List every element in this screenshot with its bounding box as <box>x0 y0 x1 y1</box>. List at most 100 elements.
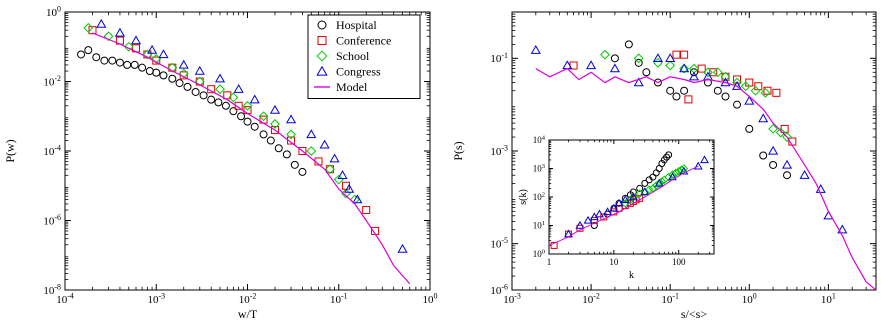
congress-point <box>614 198 624 207</box>
congress-point <box>768 145 779 155</box>
hospital-point <box>745 124 754 133</box>
conference-point <box>270 126 279 135</box>
x-tick-label: 10-4 <box>56 292 74 306</box>
congress-point <box>194 65 205 75</box>
hospital-point <box>175 79 184 88</box>
hospital-point <box>250 122 259 131</box>
school-point <box>750 85 761 96</box>
hospital-point <box>680 86 689 95</box>
hospital-point <box>183 82 192 91</box>
hospital-point <box>610 54 619 63</box>
x-axis-label: w/T <box>238 307 258 321</box>
congress-point <box>306 129 317 139</box>
y-tick-label: 10-5 <box>490 236 508 250</box>
left-panel: 10-4 10-3 10-2 10-1 100 10-8 10-6 10-4 10-2 100 w/… <box>3 4 438 321</box>
conference-point <box>550 241 558 249</box>
hospital-point <box>138 63 147 72</box>
conference-point <box>709 68 718 77</box>
school-point <box>178 68 189 79</box>
congress-point <box>781 159 793 169</box>
hospital-point <box>130 60 139 69</box>
conference-point <box>88 26 97 35</box>
hospital-point <box>666 86 675 95</box>
hospital-point <box>108 56 117 65</box>
legend-label-hospital: Hospital <box>336 18 377 32</box>
congress-point <box>654 178 664 187</box>
congress-point <box>114 27 125 37</box>
school-point <box>679 63 690 74</box>
y-tick-label: 10-6 <box>490 282 508 296</box>
congress-point <box>652 53 663 62</box>
congress-point <box>249 94 260 104</box>
hospital-point <box>274 144 283 153</box>
school-point <box>215 84 225 95</box>
congress-point <box>214 73 226 83</box>
congress-point <box>679 63 690 73</box>
inset-chart: 1 10 100 100 101 102 103 104 k s(k) <box>518 135 715 281</box>
y-tick-label: 101 <box>533 220 545 231</box>
hospital-point <box>290 160 299 169</box>
legend-swatch-conference <box>317 36 327 45</box>
congress-point <box>233 84 244 93</box>
congress-point <box>688 71 700 81</box>
hospital-point <box>649 173 657 181</box>
hospital-point <box>713 86 722 95</box>
congress-point <box>609 203 619 212</box>
congress-point <box>583 215 593 224</box>
y-axis-label: P(s) <box>451 141 465 160</box>
congress-point <box>344 183 355 193</box>
right-panel: 10-3 10-2 10-1 100 10110-510-310-110-6s/<s>P… <box>451 11 877 321</box>
conference-point <box>672 50 681 59</box>
hospital-point <box>282 150 291 159</box>
y-tick-label: 100 <box>533 249 545 260</box>
x-tick-label: 1 <box>547 257 552 267</box>
hospital-point <box>653 78 662 87</box>
school-point <box>324 164 335 175</box>
school-point <box>228 92 239 103</box>
y-tick-label: 10-6 <box>43 213 61 227</box>
congress-point <box>130 35 142 45</box>
school-point <box>665 60 676 71</box>
y-tick-label: 100 <box>46 4 61 18</box>
congress-point <box>693 161 703 170</box>
hospital-point <box>168 74 177 83</box>
hospital-point <box>298 167 307 176</box>
congress-point <box>337 170 348 179</box>
school-point <box>644 185 654 195</box>
conference-point <box>772 88 781 97</box>
x-tick-label: 10 <box>609 257 619 267</box>
congress-point <box>609 63 620 73</box>
hospital-point <box>642 68 651 77</box>
congress-point <box>147 44 158 54</box>
model-line <box>535 67 876 290</box>
congress-point <box>329 153 340 163</box>
school-point <box>167 62 178 73</box>
hospital-point <box>207 95 216 104</box>
hospital-point <box>665 151 673 159</box>
school-point <box>83 22 94 33</box>
inset-y-axis-label: s(k) <box>518 189 529 205</box>
school-point <box>775 127 786 138</box>
inset-x-axis-label: k <box>629 270 634 281</box>
conference-point <box>298 147 307 155</box>
school-point <box>651 181 661 190</box>
congress-point <box>758 113 769 123</box>
hospital-point <box>783 171 792 180</box>
hospital-point <box>229 107 238 116</box>
congress-point <box>837 224 848 234</box>
congress-point <box>620 195 630 203</box>
hospital-point <box>237 112 246 121</box>
hospital-point <box>266 136 275 145</box>
hospital-point <box>641 179 649 187</box>
school-point <box>600 49 610 60</box>
hospital-point <box>243 117 252 126</box>
congress-point <box>397 243 408 253</box>
hospital-point <box>672 92 681 101</box>
conference-point <box>684 95 693 104</box>
hospital-point <box>759 151 768 160</box>
x-tick-label: 10-1 <box>330 292 348 306</box>
hospital-point <box>221 101 230 110</box>
congress-point <box>595 209 604 218</box>
school-point <box>782 132 792 142</box>
